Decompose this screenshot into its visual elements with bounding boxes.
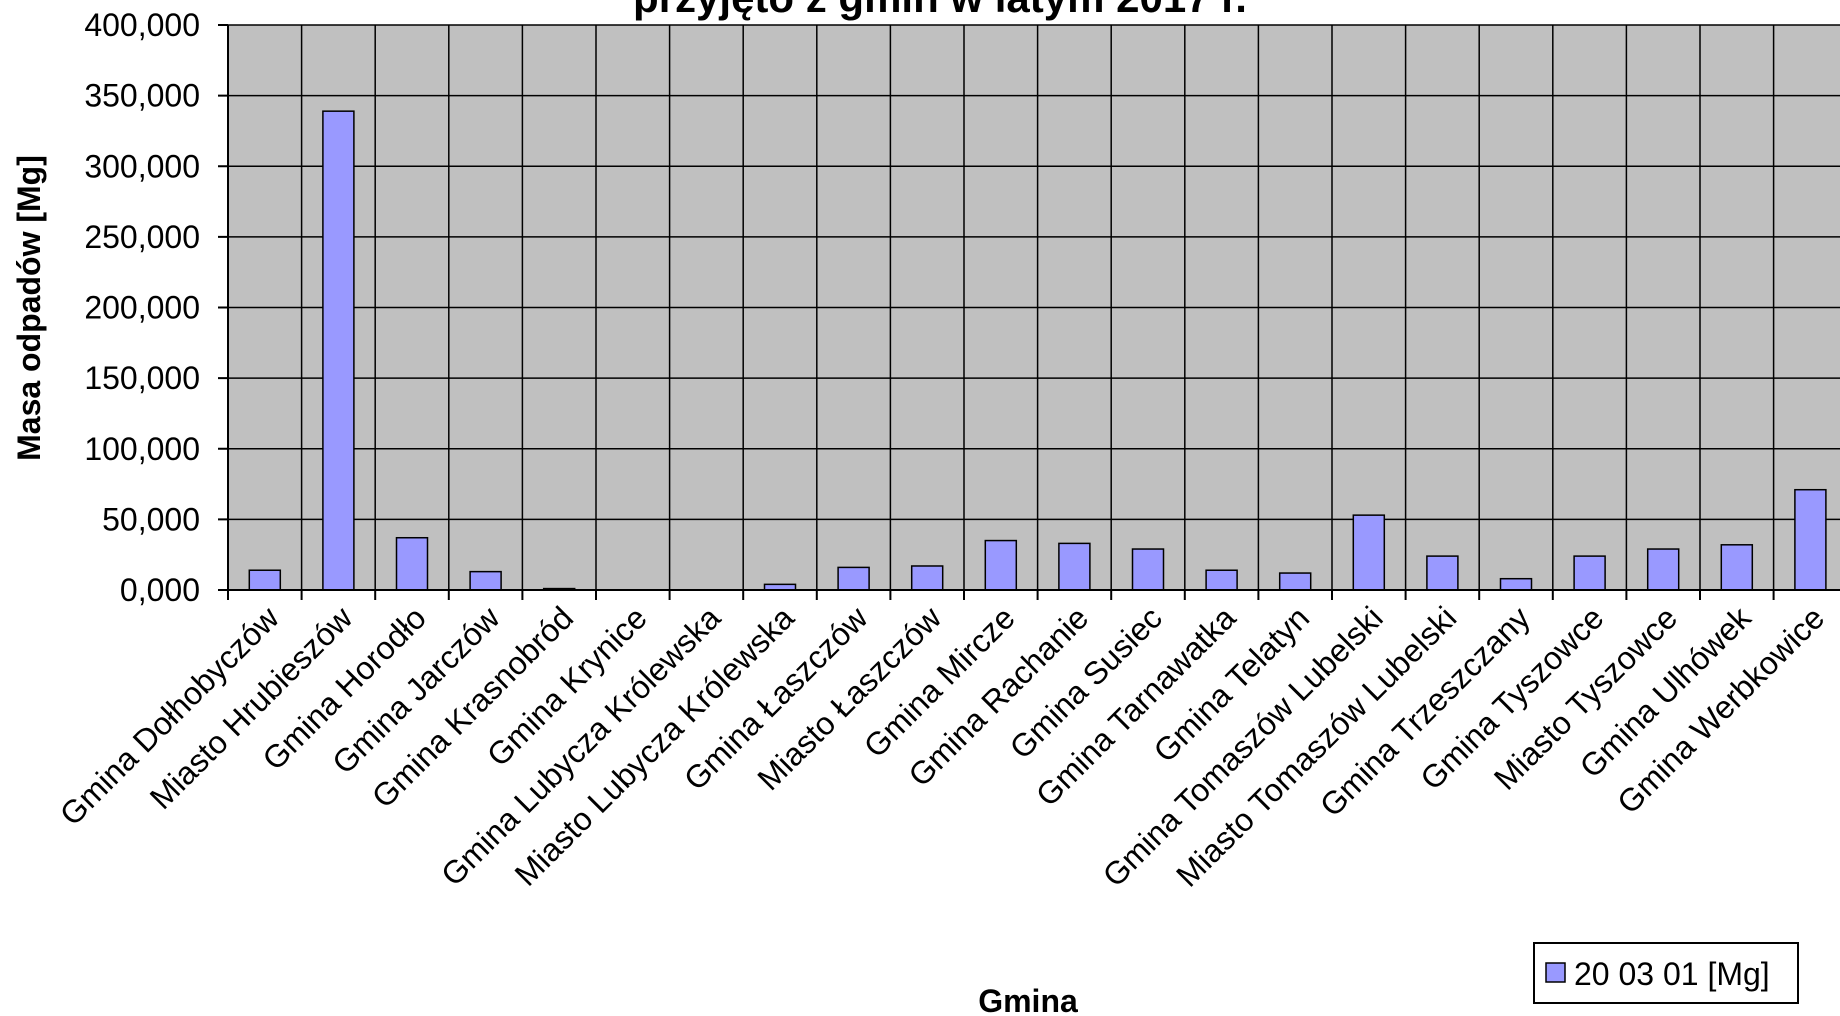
bar xyxy=(469,570,502,591)
y-tick-label: 100,000 xyxy=(84,431,200,467)
bar xyxy=(395,536,429,591)
bar xyxy=(1205,569,1238,591)
y-tick-labels: 0,000 50,000 100,000 150,000 200,000 250,000 3… xyxy=(84,7,200,608)
bar xyxy=(1720,544,1754,591)
axes xyxy=(218,24,1840,600)
bar xyxy=(1058,542,1091,591)
bar xyxy=(1426,555,1459,591)
y-tick-label: 200,000 xyxy=(84,290,200,326)
x-axis-title: Gmina xyxy=(978,983,1078,1016)
y-tick-label: 350,000 xyxy=(84,78,200,114)
legend-box xyxy=(1533,942,1799,1004)
bar xyxy=(1573,555,1606,591)
bar xyxy=(984,539,1018,591)
bar xyxy=(1794,488,1827,591)
y-tick-label: 400,000 xyxy=(84,7,200,43)
bar xyxy=(1278,572,1312,591)
bar xyxy=(1646,548,1680,591)
y-tick-label: 250,000 xyxy=(84,219,200,255)
bar xyxy=(248,569,282,591)
bar xyxy=(1131,548,1165,591)
bars xyxy=(248,110,1827,591)
y-tick-label: 300,000 xyxy=(84,148,200,184)
y-tick-label: 50,000 xyxy=(102,501,200,537)
y-tick-label: 150,000 xyxy=(84,360,200,396)
bar xyxy=(1352,514,1386,591)
legend-label: 20 03 01 [Mg] xyxy=(1574,956,1770,992)
bar xyxy=(1499,577,1533,591)
chart-title: przyjęto z gmin w latym 2017 r. xyxy=(633,0,1247,21)
y-axis-title: Masa odpadów [Mg] xyxy=(11,155,47,461)
y-tick-label: 0,000 xyxy=(120,572,200,608)
bar xyxy=(837,566,870,591)
legend-swatch xyxy=(1545,962,1566,983)
legend: 20 03 01 [Mg] xyxy=(1533,942,1799,1004)
bar xyxy=(910,565,944,591)
bar xyxy=(322,110,355,591)
